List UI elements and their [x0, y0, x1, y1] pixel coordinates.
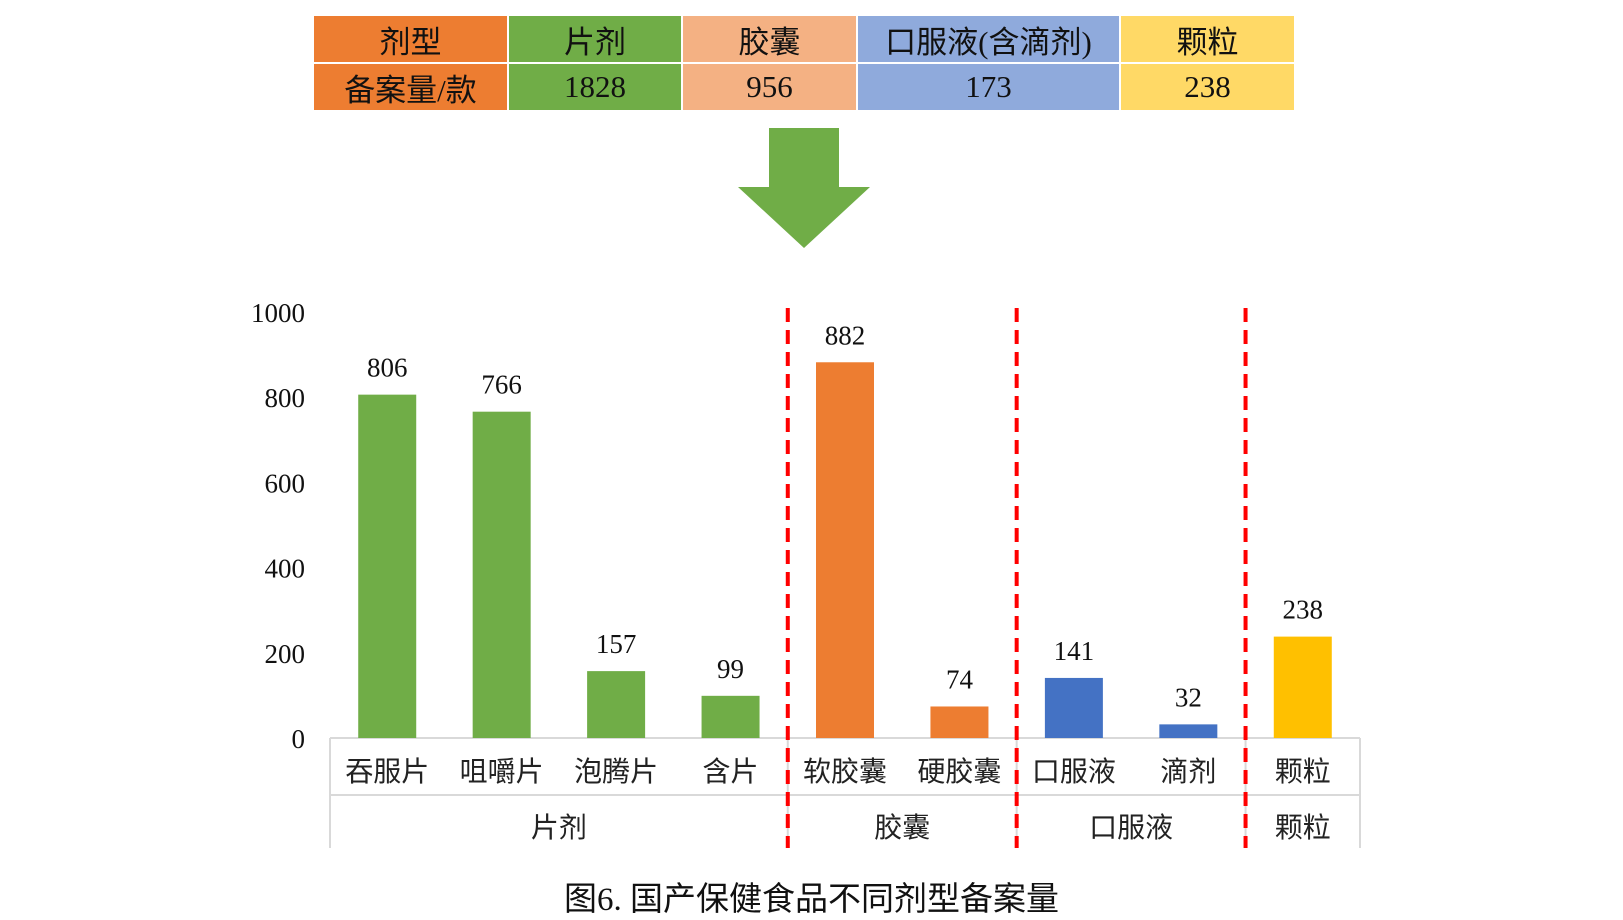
y-tick-label: 600 — [265, 468, 306, 498]
x-category-label: 口服液 — [1032, 756, 1116, 788]
x-group-label: 片剂 — [531, 812, 587, 844]
x-category-label: 咀嚼片 — [460, 756, 544, 788]
down-arrow-icon — [738, 128, 870, 248]
x-category-label: 颗粒 — [1275, 756, 1331, 788]
bar — [587, 671, 646, 738]
table-header-cell: 胶囊 — [683, 16, 856, 62]
bar — [816, 362, 874, 738]
x-category-label: 硬胶囊 — [917, 756, 1001, 788]
x-group-label: 颗粒 — [1275, 812, 1331, 844]
bar-value-label: 806 — [367, 353, 408, 383]
table-label-cell: 备案量/款 — [314, 64, 507, 110]
figure-caption: 图6. 国产保健食品不同剂型备案量 — [564, 882, 1059, 918]
bar — [930, 706, 989, 738]
bar-value-label: 882 — [825, 320, 866, 350]
table-label-cell: 剂型 — [314, 16, 507, 62]
x-category-label: 吞服片 — [345, 756, 429, 788]
x-group-label: 胶囊 — [874, 812, 930, 844]
bar — [358, 394, 417, 738]
x-group-label: 口服液 — [1089, 812, 1173, 844]
table-value-cell: 173 — [858, 64, 1119, 110]
table-header-cell: 颗粒 — [1121, 16, 1294, 62]
summary-table: 剂型 片剂 胶囊 口服液(含滴剂) 颗粒 备案量/款 1828 956 173 … — [312, 14, 1296, 112]
table-value-cell: 956 — [683, 64, 856, 110]
table-value-cell: 238 — [1121, 64, 1294, 110]
x-category-label: 软胶囊 — [803, 756, 887, 788]
y-tick-label: 0 — [292, 724, 306, 754]
table-value-row: 备案量/款 1828 956 173 238 — [314, 64, 1294, 110]
bar-value-label: 74 — [946, 664, 974, 694]
x-category-label: 泡腾片 — [574, 756, 658, 788]
x-category-label: 滴剂 — [1160, 756, 1216, 788]
bar — [1044, 677, 1103, 738]
table-header-cell: 片剂 — [509, 16, 681, 62]
table-value-cell: 1828 — [509, 64, 681, 110]
bar — [1273, 636, 1332, 738]
y-tick-label: 200 — [265, 639, 306, 669]
bar — [701, 695, 760, 738]
bar — [1159, 724, 1218, 738]
bar-value-label: 238 — [1283, 595, 1324, 625]
bar-value-label: 766 — [481, 370, 522, 400]
bar-value-label: 157 — [596, 629, 637, 659]
bar-chart: 0 200 400 600 800 1000 806 吞服片 766 咀嚼片 157 泡腾片 99 含片 8… — [251, 128, 1361, 848]
bar-value-label: 32 — [1175, 682, 1202, 712]
table-header-row: 剂型 片剂 胶囊 口服液(含滴剂) 颗粒 — [314, 16, 1294, 62]
bar — [472, 411, 531, 738]
bar-value-label: 99 — [717, 654, 744, 684]
y-tick-label: 800 — [265, 383, 306, 413]
y-tick-label: 1000 — [251, 298, 305, 328]
bar-value-label: 141 — [1054, 636, 1095, 666]
y-tick-label: 400 — [265, 554, 306, 584]
x-category-label: 含片 — [703, 756, 759, 788]
table-header-cell: 口服液(含滴剂) — [858, 16, 1119, 62]
